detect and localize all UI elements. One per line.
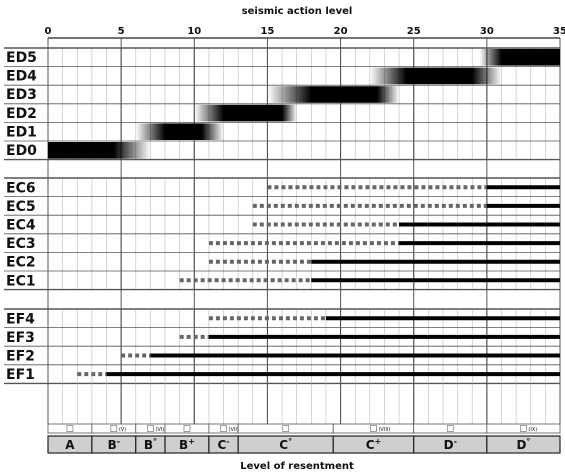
roman-grade: (VII) <box>229 427 239 433</box>
row-label: EC5 <box>6 199 36 215</box>
row-label: EC6 <box>6 180 36 196</box>
checkbox-icon <box>220 425 227 432</box>
level-letter: D <box>444 438 454 452</box>
level-sign: + <box>375 437 382 446</box>
grid <box>4 37 561 424</box>
level-sign: ° <box>526 437 530 446</box>
damage-band <box>135 123 224 140</box>
row-label: ED2 <box>6 106 37 122</box>
row-label: ED4 <box>6 69 37 85</box>
level-label: B+ <box>179 437 195 452</box>
row-label: EC2 <box>6 255 36 271</box>
checkbox-icon <box>446 425 454 432</box>
checkbox-icon <box>110 425 118 432</box>
x-tick-label: 35 <box>553 26 565 37</box>
level-sign: ° <box>288 437 292 446</box>
x-tick-label: 10 <box>187 26 201 37</box>
level-letter: C <box>366 438 375 452</box>
damage-band <box>369 67 502 85</box>
level-letter: C <box>217 438 226 452</box>
x-tick-label: 25 <box>407 26 421 37</box>
checkbox-icon <box>147 425 154 432</box>
row-label: ED0 <box>6 143 37 159</box>
row-label: ED5 <box>6 50 37 66</box>
row-label: ED3 <box>6 87 37 103</box>
row-label: EF4 <box>6 311 35 327</box>
checkbox-icon <box>66 425 74 432</box>
x-tick-label: 20 <box>334 26 348 37</box>
damage-band <box>194 104 297 122</box>
level-sign: + <box>188 437 195 446</box>
level-sign: - <box>117 437 120 446</box>
x-tick-label: 5 <box>118 26 125 37</box>
chart-title: seismic action level <box>242 6 353 17</box>
level-letter: A <box>65 438 75 452</box>
checkbox-icon <box>520 425 527 432</box>
level-sign: - <box>226 437 229 446</box>
checkbox-icon <box>282 425 290 432</box>
level-sign: ° <box>153 437 157 446</box>
level-letter: D <box>516 438 526 452</box>
damage-band <box>479 49 560 66</box>
row-label: EC1 <box>6 273 36 289</box>
level-label: B- <box>108 437 120 452</box>
roman-grade: (IX) <box>528 427 537 433</box>
level-label: B° <box>144 437 157 452</box>
x-axis-label: Level of resentment <box>240 461 354 472</box>
level-label: D- <box>444 437 457 452</box>
x-tick-label: 30 <box>480 26 494 37</box>
level-label: C- <box>217 437 229 452</box>
level-box <box>486 435 561 454</box>
damage-band <box>267 86 400 103</box>
level-letter: B <box>179 438 188 452</box>
level-label: C+ <box>366 437 382 452</box>
row-label: EF2 <box>6 349 35 365</box>
checkbox-icon <box>370 425 377 432</box>
row-label: EF1 <box>6 367 35 383</box>
row-label: ED1 <box>6 124 37 140</box>
level-letter: C <box>279 438 288 452</box>
x-tick-label: 15 <box>260 26 274 37</box>
row-label: EF3 <box>6 330 35 346</box>
level-label: C° <box>279 437 292 452</box>
level-letter: B <box>144 438 153 452</box>
level-letter: B <box>108 438 117 452</box>
level-sign: - <box>454 437 457 446</box>
roman-grade: (VIII) <box>378 427 390 433</box>
level-label: D° <box>516 437 530 452</box>
row-label: EC4 <box>6 218 36 234</box>
level-label: A <box>65 438 75 452</box>
x-tick-label: 0 <box>45 26 52 37</box>
labels: 0 5 10 15 20 25 30 35 ED5 ED4 ED3 ED2 ED1 ED0 EC6 EC5 EC… <box>6 26 565 452</box>
row-label: EC3 <box>6 236 36 252</box>
bars <box>47 49 561 454</box>
roman-grade: (VI) <box>155 427 164 433</box>
damage-band <box>48 142 151 159</box>
roman-grade: (V) <box>119 427 126 433</box>
checkbox-icon <box>183 425 191 432</box>
